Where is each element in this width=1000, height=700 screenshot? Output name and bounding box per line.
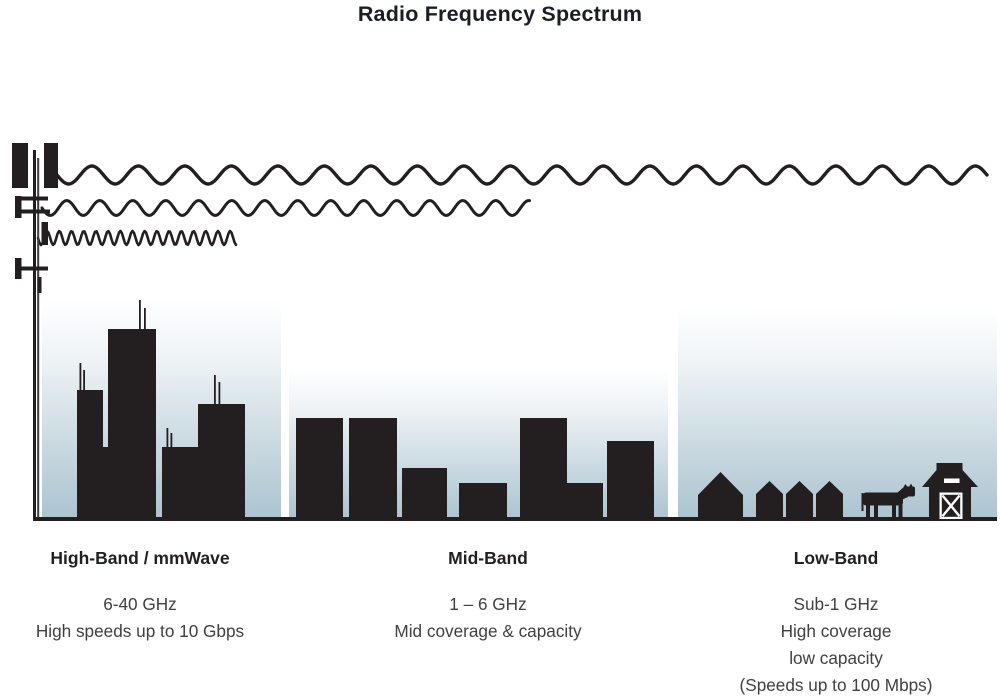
skyscraper xyxy=(77,390,103,520)
skyscraper xyxy=(198,404,245,520)
tower-crossarm xyxy=(21,209,50,214)
rooftop-antenna xyxy=(166,428,169,447)
cow-icon xyxy=(861,483,915,519)
tower-mast-secondary xyxy=(37,158,40,520)
building xyxy=(402,468,447,520)
house-icon xyxy=(786,481,813,518)
radio-waves xyxy=(36,164,989,247)
skyscraper xyxy=(162,447,198,520)
cow-leg xyxy=(866,504,870,519)
barn-loft-vent xyxy=(944,478,960,483)
lowband-description: low capacity xyxy=(789,648,883,668)
tower-panel-left xyxy=(12,143,28,188)
highband-description: High speeds up to 10 Gbps xyxy=(35,621,245,641)
tower-antenna-box xyxy=(15,258,22,279)
barn-icon xyxy=(922,463,978,519)
page-title: Radio Frequency Spectrum xyxy=(357,2,643,26)
building xyxy=(520,418,567,520)
cow-leg xyxy=(898,503,903,519)
short-wavelength-wave-icon xyxy=(36,229,238,247)
lowband-name: Low-Band xyxy=(793,548,879,568)
ground-line xyxy=(33,517,997,521)
highband-label-block: High-Band / mmWave 6-40 GHz High speeds … xyxy=(10,548,270,645)
rooftop-antenna xyxy=(79,363,82,390)
highband-frequency: 6-40 GHz xyxy=(103,594,177,614)
midband-description: Mid coverage & capacity xyxy=(394,621,582,641)
building xyxy=(349,418,397,520)
long-wavelength-wave-icon xyxy=(55,164,989,186)
house-icon xyxy=(816,481,843,518)
cell-tower-icon xyxy=(12,143,58,520)
barn-roof xyxy=(922,463,978,487)
medium-wavelength-wave-icon xyxy=(40,199,531,217)
midband-frequency: 1 – 6 GHz xyxy=(449,594,527,614)
tower-panel-right xyxy=(44,143,58,188)
building xyxy=(459,483,507,520)
lowband-frequency: Sub-1 GHz xyxy=(793,594,879,614)
highband-name: High-Band / mmWave xyxy=(50,548,230,568)
cow-tail xyxy=(861,493,864,511)
cow-horn xyxy=(903,484,908,487)
rooftop-antenna xyxy=(170,433,173,447)
building xyxy=(607,441,654,520)
rooftop-antenna xyxy=(214,375,216,404)
rooftop-antenna xyxy=(144,308,146,329)
rooftop-antenna xyxy=(218,382,221,404)
tower-antenna-box xyxy=(15,196,22,218)
house-icon xyxy=(698,472,743,518)
tower-stub xyxy=(37,277,42,293)
house-icon xyxy=(756,481,783,518)
skyscraper-low-block xyxy=(103,447,108,520)
lowband-description: High coverage xyxy=(780,621,892,641)
lowband-farm-icon xyxy=(698,463,978,519)
skyscraper-tall xyxy=(108,329,156,520)
building xyxy=(296,418,343,520)
highband-skyscrapers-icon xyxy=(77,300,245,520)
building-annex xyxy=(567,483,603,520)
midband-buildings-icon xyxy=(296,418,654,520)
cow-leg xyxy=(892,504,896,519)
midband-label-block: Mid-Band 1 – 6 GHz Mid coverage & capaci… xyxy=(358,548,618,645)
tower-crossarm xyxy=(21,196,48,201)
cow-horn xyxy=(909,483,913,487)
tower-crossarm xyxy=(21,266,48,271)
cow-body xyxy=(863,492,903,506)
cow-head xyxy=(904,486,915,497)
midband-name: Mid-Band xyxy=(448,548,528,568)
cow-leg xyxy=(874,504,878,519)
lowband-speed-note: (Speeds up to 100 Mbps) xyxy=(739,675,933,695)
tower-mast xyxy=(33,150,36,520)
lowband-label-block: Low-Band Sub-1 GHz High coverage low cap… xyxy=(706,548,966,699)
rooftop-antenna xyxy=(83,370,85,390)
tower-antenna-box xyxy=(41,222,48,245)
barn-door-cross-brace xyxy=(941,494,961,517)
rooftop-antenna xyxy=(139,300,141,329)
